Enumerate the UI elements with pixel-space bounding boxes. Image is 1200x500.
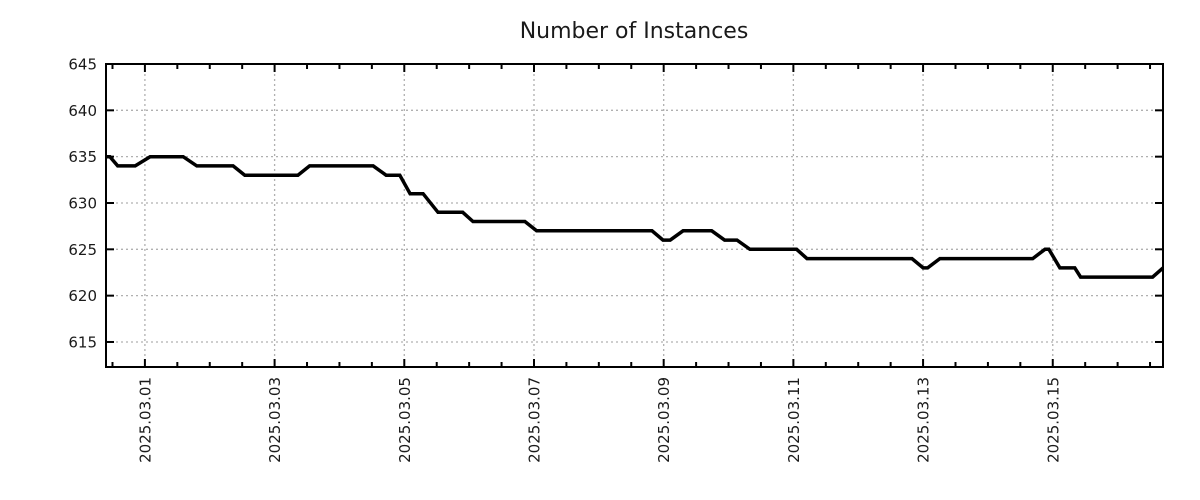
y-tick-label: 635 (68, 148, 97, 166)
x-tick-label: 2025.03.01 (136, 377, 154, 463)
x-tick-label: 2025.03.11 (785, 377, 803, 463)
label-layer: 615 620 625 630 635 640 645 2025.03.01 2025.03.0… (68, 56, 1062, 463)
x-tick-label: 2025.03.03 (266, 377, 284, 463)
grid-layer (106, 64, 1163, 367)
data-line-instances (106, 154, 1165, 279)
x-tick-label: 2025.03.05 (396, 377, 414, 463)
y-tick-label: 620 (68, 287, 97, 305)
chart-title: Number of Instances (520, 19, 749, 44)
x-tick-label: 2025.03.13 (915, 377, 933, 463)
border-layer (105, 63, 1164, 368)
y-tick-label: 625 (68, 241, 97, 259)
plot-border (105, 63, 1164, 368)
x-tick-label: 2025.03.09 (655, 377, 673, 463)
y-tick-label: 645 (68, 56, 97, 74)
y-tick-label: 630 (68, 194, 97, 212)
tick-layer (106, 63, 1163, 367)
x-tick-label: 2025.03.15 (1044, 377, 1062, 463)
y-tick-label: 640 (68, 102, 97, 120)
x-tick-label: 2025.03.07 (525, 377, 543, 463)
series-layer (106, 154, 1165, 279)
y-tick-label: 615 (68, 333, 97, 351)
